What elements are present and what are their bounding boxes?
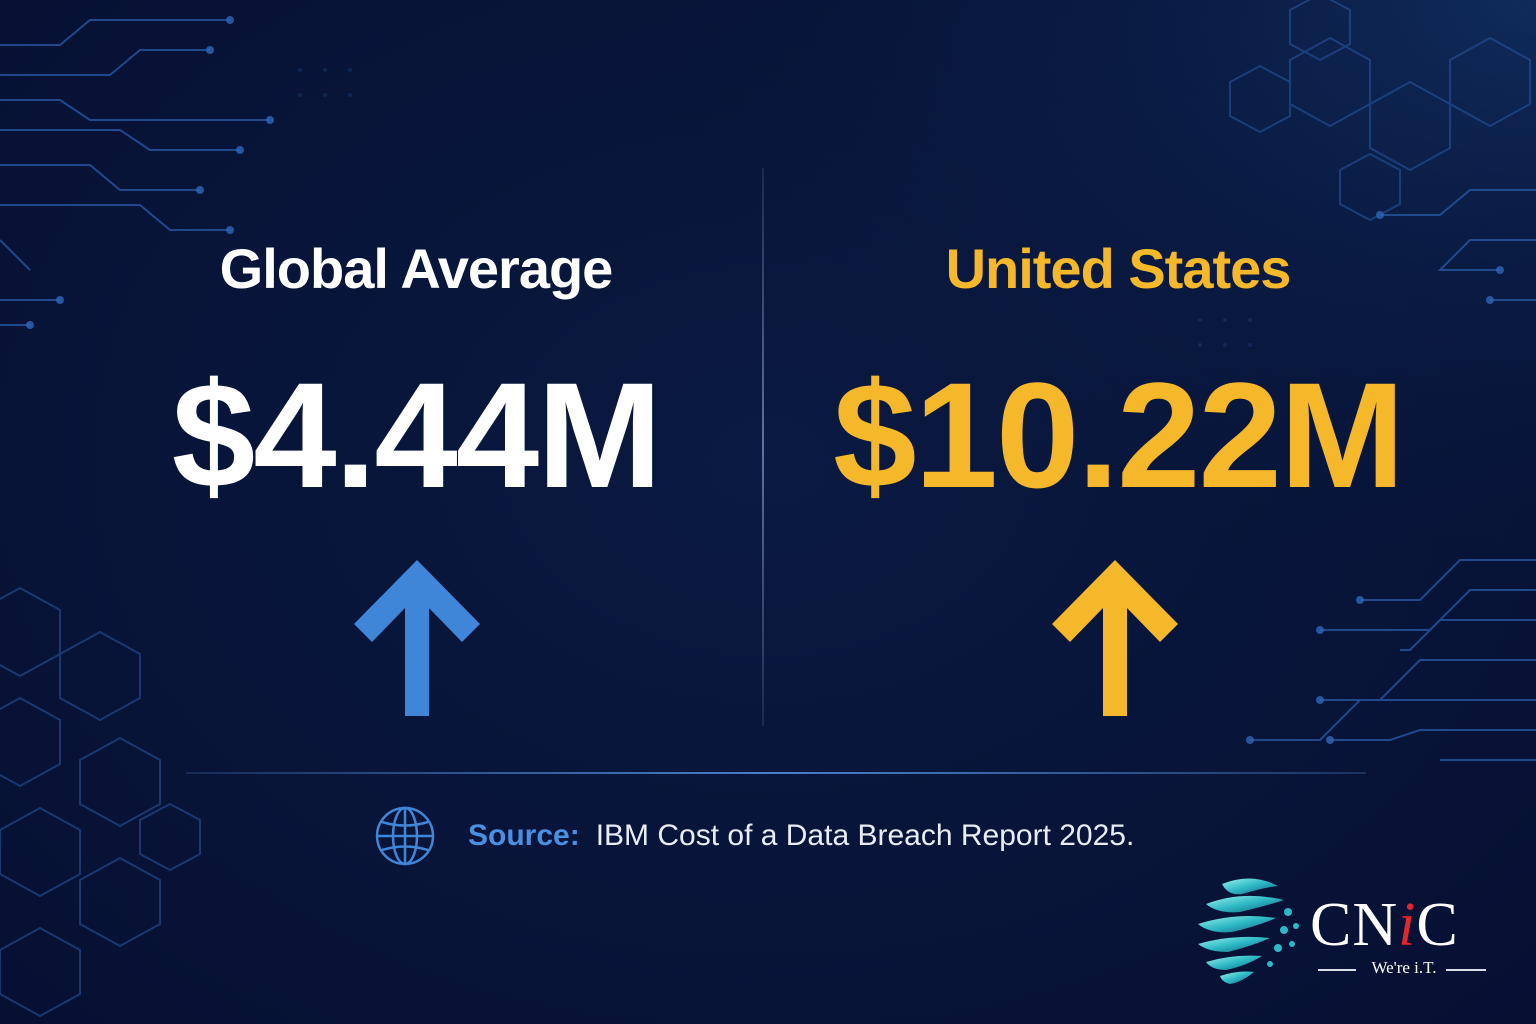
source-text: IBM Cost of a Data Breach Report 2025. xyxy=(595,819,1135,852)
arrow-up-icon xyxy=(1052,560,1178,716)
logo-rule-left xyxy=(1318,969,1356,971)
united-states-value: $10.22M xyxy=(833,351,1405,519)
united-states-label: United States xyxy=(945,237,1292,300)
source-label: Source: xyxy=(468,819,580,852)
vertical-divider xyxy=(762,168,764,726)
logo-wordmark-suffix: C xyxy=(1416,891,1459,959)
logo-rule-right xyxy=(1446,969,1486,971)
global-average-label: Global Average xyxy=(219,237,614,300)
cnic-logo: CNiC We're i.T. xyxy=(1192,868,1502,994)
logo-wordmark-accent: i xyxy=(1398,891,1417,959)
globe-icon xyxy=(375,806,435,866)
logo-wordmark: CNiC xyxy=(1310,890,1459,961)
global-average-value: $4.44M xyxy=(171,351,662,519)
sphere-logo-icon xyxy=(1198,878,1299,984)
logo-tagline: We're i.T. xyxy=(1371,958,1437,977)
logo-wordmark-prefix: CN xyxy=(1310,891,1399,959)
horizontal-divider xyxy=(186,772,1366,774)
arrow-up-icon xyxy=(354,560,480,716)
source-line: Source: IBM Cost of a Data Breach Report… xyxy=(374,806,1134,866)
